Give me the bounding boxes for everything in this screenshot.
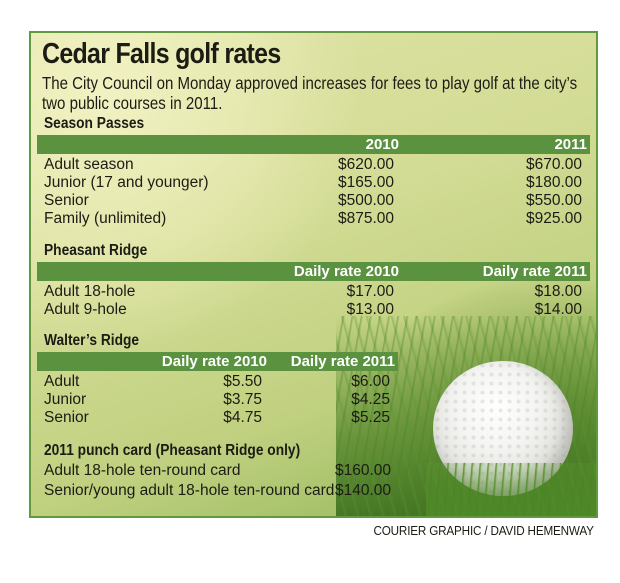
value-2010: $17.00: [346, 283, 394, 300]
value-2010: $620.00: [337, 156, 394, 173]
table-row: Senior/young adult 18-hole ten-round car…: [31, 482, 596, 500]
table-row: Family (unlimited) $875.00 $925.00: [31, 210, 596, 228]
row-label: Adult 18-hole ten-round card: [44, 462, 241, 479]
column-header-2011: 2011: [554, 136, 587, 153]
row-label: Junior (17 and younger): [44, 174, 209, 191]
column-header-daily-2010: Daily rate 2010: [161, 353, 267, 370]
section-title-punch-card: 2011 punch card (Pheasant Ridge only): [44, 442, 301, 459]
table-row: Adult 18-hole $17.00 $18.00: [31, 283, 596, 301]
table-row: Adult season $620.00 $670.00: [31, 156, 596, 174]
grass-foreground: [426, 463, 596, 516]
walters-ridge-header: Daily rate 2010 Daily rate 2011: [37, 352, 398, 371]
table-row: Adult $5.50 $6.00: [31, 373, 596, 391]
row-label: Senior: [44, 192, 89, 209]
row-label: Adult 18-hole: [44, 283, 136, 300]
value-2011: $670.00: [525, 156, 582, 173]
value-2010: $13.00: [346, 301, 394, 318]
rates-panel: Cedar Falls golf rates The City Council …: [29, 31, 598, 518]
row-label: Adult 9-hole: [44, 301, 127, 318]
value-2011: $4.25: [351, 391, 390, 408]
column-header-daily-2011: Daily rate 2011: [290, 353, 395, 370]
value-2011: $5.25: [351, 409, 390, 426]
value-2011: $550.00: [525, 192, 582, 209]
value-2010: $875.00: [337, 210, 394, 227]
pheasant-ridge-header: Daily rate 2010 Daily rate 2011: [37, 262, 590, 281]
graphic-credit: COURIER GRAPHIC / DAVID HEMENWAY: [373, 523, 594, 538]
section-title-pheasant-ridge: Pheasant Ridge: [44, 242, 148, 259]
price: $140.00: [334, 482, 391, 499]
value-2011: $6.00: [351, 373, 390, 390]
value-2010: $4.75: [223, 409, 262, 426]
row-label: Adult season: [44, 156, 134, 173]
table-row: Adult 18-hole ten-round card $160.00: [31, 462, 596, 480]
row-label: Junior: [44, 391, 87, 408]
table-row: Senior $500.00 $550.00: [31, 192, 596, 210]
row-label: Adult: [44, 373, 80, 390]
section-title-walters-ridge: Walter’s Ridge: [44, 332, 140, 349]
table-row: Senior $4.75 $5.25: [31, 409, 596, 427]
season-passes-header: 2010 2011: [37, 135, 590, 154]
column-header-daily-2011: Daily rate 2011: [482, 263, 587, 280]
table-row: Junior (17 and younger) $165.00 $180.00: [31, 174, 596, 192]
section-title-season-passes: Season Passes: [44, 115, 145, 132]
intro-text: The City Council on Monday approved incr…: [42, 73, 578, 113]
value-2011: $180.00: [525, 174, 582, 191]
column-header-2010: 2010: [365, 136, 399, 153]
value-2010: $165.00: [337, 174, 394, 191]
row-label: Senior/young adult 18-hole ten-round car…: [44, 482, 335, 499]
column-header-daily-2010: Daily rate 2010: [293, 263, 399, 280]
value-2010: $5.50: [223, 373, 262, 390]
price: $160.00: [334, 462, 391, 479]
value-2011: $18.00: [534, 283, 582, 300]
table-row: Adult 9-hole $13.00 $14.00: [31, 301, 596, 319]
row-label: Family (unlimited): [44, 210, 167, 227]
row-label: Senior: [44, 409, 89, 426]
value-2010: $3.75: [223, 391, 262, 408]
value-2011: $14.00: [534, 301, 582, 318]
value-2011: $925.00: [525, 210, 582, 227]
value-2010: $500.00: [337, 192, 394, 209]
table-row: Junior $3.75 $4.25: [31, 391, 596, 409]
page-title: Cedar Falls golf rates: [42, 38, 281, 70]
